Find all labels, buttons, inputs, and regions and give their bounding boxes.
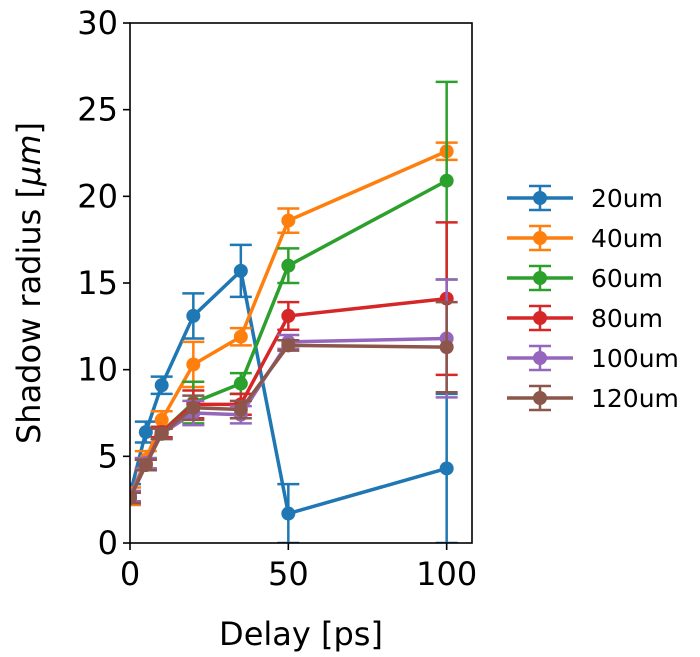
data-point-120um-1 (138, 458, 153, 472)
data-point-120um-3 (186, 400, 201, 415)
y-tick-label-10: 10 (77, 351, 118, 389)
data-point-120um-5 (281, 338, 296, 353)
data-point-120um-6 (439, 340, 454, 355)
y-axis-label: Shadow radius [μm] (10, 122, 48, 444)
data-point-20um-3 (186, 308, 201, 323)
x-tick-label-50: 50 (268, 555, 309, 593)
series-120um (130, 300, 458, 505)
y-tick-label-30: 30 (77, 4, 118, 42)
data-point-40um-3 (186, 357, 201, 372)
data-point-20um-5 (281, 506, 296, 521)
legend-marker-40um (533, 231, 547, 245)
legend-label-60um: 60um (591, 264, 663, 293)
legend-label-80um: 80um (591, 304, 663, 333)
data-point-20um-1 (138, 425, 153, 440)
legend-item-80um: 80um (507, 304, 663, 333)
data-point-20um-2 (154, 378, 169, 393)
data-point-40um-4 (233, 329, 248, 344)
plot-frame (129, 22, 473, 544)
legend-marker-20um (533, 191, 547, 205)
legend-item-100um: 100um (507, 344, 679, 373)
data-point-40um-2 (154, 412, 169, 427)
legend-marker-80um (533, 311, 547, 325)
data-point-60um-6 (439, 173, 454, 188)
y-axis-label-unit: μm (10, 134, 48, 187)
legend-label-40um: 40um (591, 224, 663, 253)
data-point-40um-5 (281, 213, 296, 228)
x-tick-label-0: 0 (120, 555, 140, 593)
y-tick-label-20: 20 (77, 177, 118, 215)
x-tick-label-100: 100 (416, 555, 477, 593)
y-axis-label-suffix: ] (10, 122, 48, 134)
ticks-layer: 0 50 100 0 5 10 15 20 25 30 (77, 4, 477, 593)
series-20um (130, 243, 458, 543)
y-tick-label-5: 5 (98, 437, 118, 475)
legend-label-120um: 120um (591, 384, 679, 413)
legend-label-100um: 100um (591, 344, 679, 373)
legend-item-60um: 60um (507, 264, 663, 293)
y-tick-label-0: 0 (98, 524, 118, 562)
series-layer (130, 80, 458, 543)
legend-item-120um: 120um (507, 384, 679, 413)
data-point-60um-4 (233, 376, 248, 391)
data-point-120um-2 (154, 426, 169, 441)
data-point-80um-5 (281, 308, 296, 323)
x-axis-label: Delay [ps] (219, 615, 383, 653)
legend-marker-120um (533, 391, 547, 405)
y-tick-label-25: 25 (77, 91, 118, 129)
data-point-120um-0 (130, 490, 137, 505)
series-line-120um (130, 343, 447, 499)
series-60um (130, 80, 458, 505)
y-tick-label-15: 15 (77, 264, 118, 302)
legend-item-20um: 20um (507, 184, 663, 213)
legend-marker-60um (533, 271, 547, 285)
y-axis-label-prefix: Shadow radius [ (10, 186, 48, 444)
data-point-120um-4 (233, 402, 248, 417)
legend-label-20um: 20um (591, 184, 663, 213)
legend-marker-100um (533, 351, 547, 365)
legend: 20um 40um 60um 80um 100um 120um (507, 184, 679, 413)
data-point-20um-4 (233, 263, 248, 278)
legend-item-40um: 40um (507, 224, 663, 253)
data-point-20um-6 (439, 461, 454, 476)
data-point-60um-5 (281, 258, 296, 273)
